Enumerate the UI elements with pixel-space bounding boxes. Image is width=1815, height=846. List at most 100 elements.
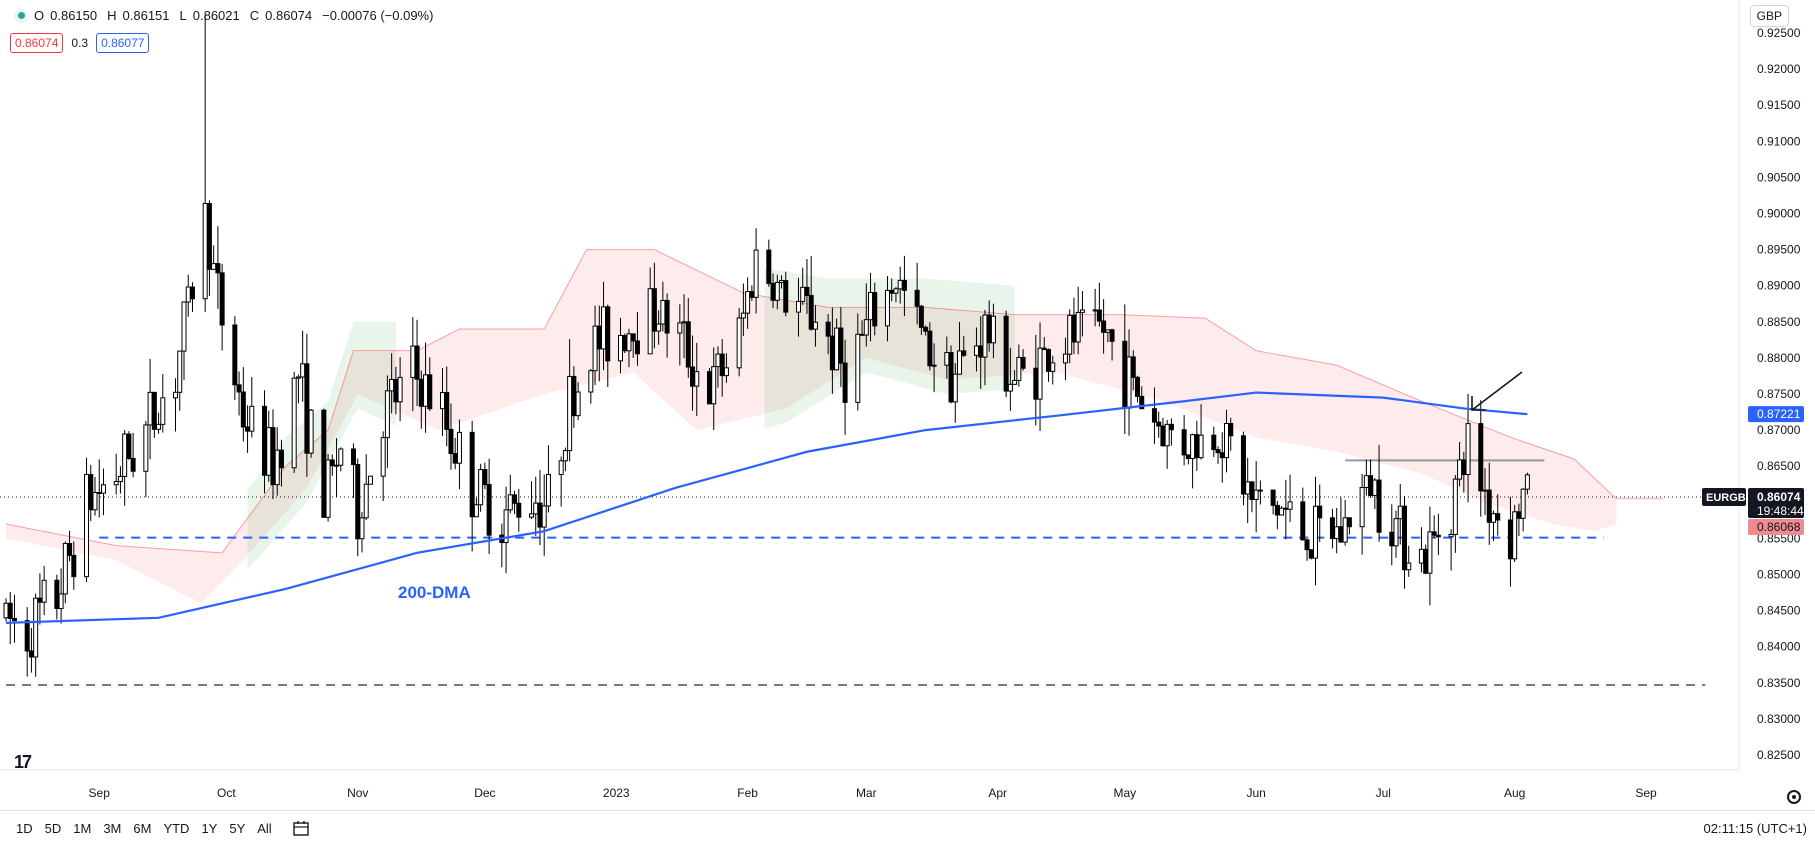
- candle-body: [834, 327, 840, 371]
- candle-body: [1190, 434, 1196, 460]
- candle-body: [901, 279, 907, 291]
- candle-body: [592, 325, 598, 372]
- candle-body: [719, 353, 725, 377]
- candle-body: [41, 579, 47, 603]
- candle-body: [456, 431, 462, 464]
- candle-body: [507, 494, 513, 511]
- candle-body: [889, 289, 895, 294]
- change-value: −0.00076 (−0.09%): [322, 8, 434, 23]
- price-chart[interactable]: 200-DMA 0.92500 0.92000 0.91500 0.91000 0.905…: [0, 0, 1815, 810]
- candle-body: [1524, 474, 1530, 490]
- candle-body: [1363, 475, 1369, 488]
- candle-body: [1368, 475, 1374, 496]
- candle-body: [329, 459, 335, 467]
- candle-body: [545, 473, 551, 507]
- time-tick-label: Nov: [347, 786, 368, 800]
- candle-body: [770, 282, 776, 301]
- candle-body: [143, 424, 149, 472]
- candle-body: [1516, 511, 1522, 519]
- candle-body: [800, 286, 806, 302]
- range-button-6m[interactable]: 6M: [133, 821, 152, 836]
- time-tick-label: Oct: [217, 786, 236, 800]
- candle-body: [601, 306, 607, 350]
- time-tick-label: Apr: [988, 786, 1007, 800]
- candle-body: [1431, 531, 1437, 536]
- candle-body: [1329, 517, 1335, 540]
- candle-body: [24, 620, 30, 652]
- candle-body: [1228, 422, 1234, 437]
- candle-body: [28, 650, 34, 658]
- candle-body: [1495, 513, 1501, 521]
- range-button-5y[interactable]: 5Y: [229, 821, 246, 836]
- price-tick-label: 0.91000: [1757, 134, 1801, 148]
- range-button-5d[interactable]: 5D: [44, 821, 62, 836]
- sell-button[interactable]: 0.86074: [10, 33, 64, 53]
- range-button-ytd[interactable]: YTD: [163, 821, 190, 836]
- gear-icon[interactable]: [1787, 790, 1801, 804]
- high-value: 0.86151: [122, 8, 170, 23]
- candle-body: [1198, 434, 1204, 459]
- annotation-arrow-head: [1471, 396, 1486, 411]
- candle-body: [986, 314, 992, 344]
- currency-button[interactable]: GBP: [1749, 5, 1789, 27]
- candle-body: [410, 345, 416, 378]
- candle-body: [1427, 531, 1433, 574]
- dma-value-label: 0.87221: [1757, 407, 1801, 421]
- candle-body: [1135, 376, 1141, 397]
- candle-body: [54, 579, 60, 609]
- price-tick-label: 0.86500: [1757, 459, 1801, 473]
- buy-button[interactable]: 0.86077: [96, 33, 150, 53]
- candle-body: [973, 345, 979, 356]
- candle-body: [923, 326, 929, 332]
- candle-body: [537, 502, 543, 528]
- candle-body: [359, 517, 365, 540]
- candle-body: [211, 263, 217, 270]
- bottom-toolbar: 1D 5D 1M 3M 6M YTD 1Y 5Y All 02:11:15 (UTC+1): [0, 810, 1815, 846]
- candle-body: [147, 391, 153, 426]
- candle-body: [448, 428, 454, 455]
- range-button-1y[interactable]: 1Y: [201, 821, 218, 836]
- candle-body: [389, 378, 395, 392]
- candle-body: [571, 375, 577, 417]
- candle-body: [1075, 311, 1081, 343]
- dma-200-line[interactable]: [5, 391, 1528, 624]
- range-button-1d[interactable]: 1D: [16, 821, 33, 836]
- candle-body: [1465, 423, 1471, 476]
- candle-body: [338, 448, 344, 466]
- range-button-3m[interactable]: 3M: [103, 821, 122, 836]
- candle-body: [872, 292, 878, 327]
- candle-body: [516, 502, 522, 518]
- candle-body: [1092, 309, 1098, 312]
- candle-body: [868, 292, 874, 321]
- candle-body: [808, 294, 814, 330]
- range-button-1m[interactable]: 1M: [73, 821, 92, 836]
- candle-body: [1393, 518, 1399, 547]
- calendar-icon[interactable]: [292, 820, 310, 836]
- candle-body: [274, 449, 280, 486]
- market-status-icon: [14, 8, 28, 23]
- candle-body: [304, 363, 310, 454]
- candle-body: [685, 321, 691, 368]
- range-button-all[interactable]: All: [257, 821, 272, 836]
- candle-body: [1457, 459, 1463, 480]
- candle-body: [863, 319, 869, 336]
- annotation-arrow[interactable]: [1471, 371, 1523, 411]
- candle-body: [1062, 353, 1068, 364]
- candle-body: [380, 437, 386, 477]
- candle-body: [961, 350, 967, 356]
- time-tick-label: Sep: [89, 786, 111, 800]
- candle-body: [122, 433, 128, 477]
- candle-body: [503, 509, 509, 544]
- close-label: C: [249, 8, 260, 23]
- candle-body: [884, 289, 890, 327]
- high-label: H: [107, 8, 117, 23]
- price-tag-value: 0.86074: [1757, 490, 1801, 504]
- candle-body: [1304, 539, 1310, 551]
- candle-body: [1283, 507, 1289, 510]
- clock-display[interactable]: 02:11:15 (UTC+1): [1703, 821, 1807, 836]
- candle-body: [482, 469, 488, 486]
- dma-value-tag: [1748, 406, 1804, 423]
- price-tick-label: 0.84000: [1757, 640, 1801, 654]
- candle-body: [1215, 449, 1221, 454]
